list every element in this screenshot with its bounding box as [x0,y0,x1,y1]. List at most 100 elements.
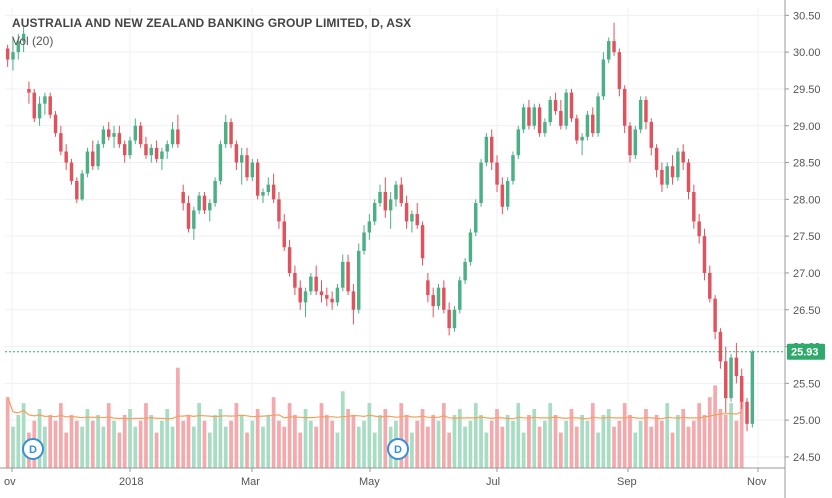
candle [346,254,350,296]
volume-bar [644,409,648,468]
candle [112,125,116,148]
volume-bar [298,432,303,468]
candle-body [676,151,680,178]
candle-body [468,232,473,262]
candle-body [404,203,409,222]
candle [670,155,675,185]
volume-bar [255,409,260,468]
candle [53,111,58,137]
candle [208,199,212,222]
candle [229,118,233,148]
volume-bar [112,420,116,468]
candle [644,96,648,130]
candle-body [197,195,201,211]
candle-body [649,122,654,148]
candle-body [149,147,154,156]
volume-bar [271,397,276,468]
candle [718,328,723,369]
volume-bar [144,403,148,468]
candle [335,284,340,307]
candle [505,177,510,211]
volume-bar [463,426,467,468]
candle [415,203,419,229]
candle [245,147,249,181]
volume-bar [138,420,143,468]
x-tick-label: Nov [747,476,767,488]
volume-bar [420,409,425,468]
candle-body [378,192,382,204]
candle-body [447,309,451,329]
candle [484,133,489,167]
volume-bar [69,414,74,468]
dividend-marker-1[interactable]: D [22,438,44,460]
candle [128,136,132,159]
candle [734,342,739,384]
candle-body [48,96,52,115]
candle [686,158,691,200]
x-tick-label: May [359,476,380,488]
candle-body [697,221,701,237]
candle-body [718,331,723,362]
candle-body [724,361,728,399]
volume-bar [426,426,430,468]
candle [622,85,627,134]
volume-bar [324,414,329,468]
volume-bar [729,403,733,468]
candle [708,265,712,303]
candle-body [351,291,356,310]
candle-body [64,151,68,163]
candle-body [372,203,377,222]
candle [59,125,63,156]
dividend-marker-label: D [29,444,37,456]
candle [186,195,191,233]
candle-body [500,184,505,207]
candle [431,287,435,318]
volume-bar [335,432,340,468]
candle-body [128,140,132,156]
candle [489,129,494,170]
candle-body [505,180,510,207]
candle-body [32,92,36,119]
candle-body [527,107,531,126]
candle [399,177,404,207]
candle-body [543,122,547,134]
candle-body [154,147,159,159]
volume-bar [500,426,505,468]
candle [293,265,297,296]
candle [654,144,659,178]
volume-bar [122,414,127,468]
volume-bar [378,414,382,468]
candle [591,107,595,137]
y-tick-label: 26.50 [793,305,821,317]
volume-bar [314,426,319,468]
candle [298,280,302,310]
candle [117,125,122,148]
candle-body [734,357,739,376]
y-tick-label: 28.50 [793,158,821,170]
candle-body [548,100,552,123]
candle [750,350,755,428]
volume-bar [739,391,744,468]
candle [261,188,265,204]
volume-bar [85,409,90,468]
y-tick-label: 28.00 [793,194,821,206]
volume-bar [612,426,616,468]
volume-bar [452,414,457,468]
volume-bar [516,403,521,468]
candle [378,184,382,207]
candle [144,136,148,159]
candle-body [165,144,169,152]
candle-body [628,125,632,156]
volume-bar [468,420,473,468]
volume-bar [319,403,324,468]
candle-body [452,309,457,329]
candle-body [606,41,611,60]
volume-bar [686,426,691,468]
candle [282,214,286,251]
candle-body [5,48,10,60]
volume-bar [43,426,47,468]
dividend-marker-2[interactable]: D [387,438,409,460]
candle [436,284,441,310]
